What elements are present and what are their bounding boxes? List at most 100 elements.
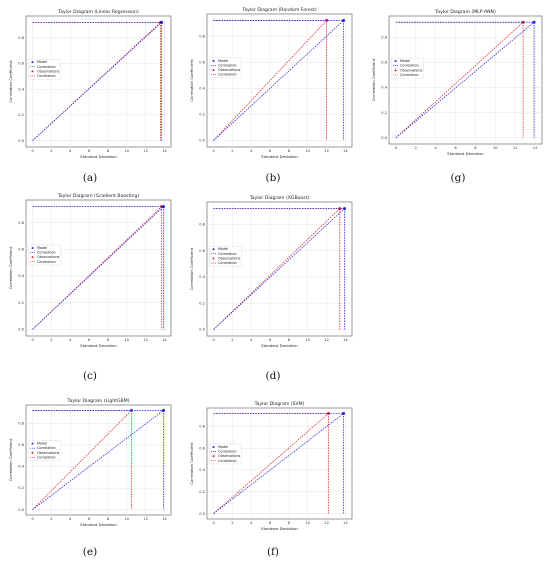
observations-correlation-line [213, 208, 341, 330]
legend-marker [212, 248, 215, 251]
legend-label: Correlation [218, 63, 237, 67]
chart-title: Taylor Diagram (LightGBM) [67, 398, 130, 404]
y-axis-label: Correlation Coefficient [8, 438, 13, 481]
legend-marker [394, 60, 397, 63]
x-tick-label: 4 [250, 149, 253, 153]
legend-label: Correlation [37, 260, 56, 264]
y-tick-label: 0.2 [199, 113, 205, 117]
plot-area [206, 13, 353, 148]
x-tick-label: 6 [454, 146, 457, 150]
x-tick-label: 10 [124, 149, 129, 153]
x-tick-label: 4 [250, 338, 253, 342]
x-tick-label: 6 [88, 338, 91, 342]
x-tick-label: 14 [162, 517, 167, 521]
x-tick-label: 2 [231, 338, 233, 342]
legend-box [28, 244, 61, 266]
y-tick-label: 0.4 [199, 275, 205, 279]
panel-f: 0 2 4 6 8 10 12 14 0.0 0.2 0.4 0.6 0.8 Taylor Diagram… [183, 396, 358, 539]
legend-marker [394, 69, 397, 72]
x-tick-label: 12 [324, 521, 329, 525]
panel-label-a: (a) [82, 172, 98, 184]
legend-label: Observations [37, 451, 60, 455]
legend-box [391, 57, 424, 79]
y-tick-label: 0.4 [199, 468, 205, 472]
y-tick-label: 0.4 [381, 86, 387, 90]
legend-marker [212, 455, 215, 458]
x-tick-label: 14 [533, 146, 538, 150]
x-tick-label: 4 [435, 146, 438, 150]
observations-correlation-line [395, 22, 524, 138]
plot-area [25, 15, 172, 148]
x-tick-label: 4 [69, 149, 72, 153]
legend-label: Observations [218, 454, 241, 458]
legend-label: Correlation [218, 261, 237, 265]
legend-label: Correlation [37, 65, 56, 69]
panel-d: 0 2 4 6 8 10 12 14 0.0 0.2 0.4 0.6 0.8 Taylor Diagram… [183, 190, 358, 356]
x-tick-label: 8 [107, 338, 110, 342]
model-correlation-line [32, 410, 164, 510]
x-tick-label: 12 [513, 146, 518, 150]
model-point [342, 19, 346, 23]
taylor-diagram-e: 0 2 4 6 8 10 12 14 0.0 0.2 0.4 0.6 0.8 Taylor Diagram… [8, 398, 172, 527]
model-point [161, 205, 165, 209]
y-tick-label: 0.0 [18, 139, 24, 143]
taylor-diagram-g: 0 2 4 6 8 10 12 14 0.0 0.2 0.4 0.6 0.8 Taylor Diagram… [371, 9, 543, 156]
x-tick-label: 14 [343, 149, 348, 153]
x-tick-label: 6 [88, 517, 91, 521]
x-tick-label: 2 [50, 517, 52, 521]
taylor-diagram-f: 0 2 4 6 8 10 12 14 0.0 0.2 0.4 0.6 0.8 Taylor Diagram… [189, 401, 353, 531]
x-tick-label: 8 [288, 521, 291, 525]
legend-label: Model [218, 247, 228, 251]
y-tick-label: 0.0 [18, 328, 24, 332]
legend-box [209, 443, 242, 465]
x-tick-label: 6 [269, 521, 272, 525]
x-tick-label: 12 [324, 338, 329, 342]
legend-label: Correlation [218, 450, 237, 454]
x-tick-label: 10 [305, 521, 310, 525]
x-tick-label: 10 [305, 149, 310, 153]
x-axis-label: Standard Deviation [447, 151, 484, 156]
x-tick-label: 8 [107, 517, 110, 521]
y-tick-label: 0.4 [199, 87, 205, 91]
y-tick-label: 0.8 [199, 34, 205, 38]
y-tick-label: 0.8 [199, 425, 205, 429]
legend-label: Correlation [400, 73, 419, 77]
legend-label: Observations [218, 68, 241, 72]
y-axis-label: Correlation Coefficient [371, 58, 376, 101]
y-tick-label: 0.0 [199, 328, 205, 332]
panel-c: 0 2 4 6 8 10 12 14 0.0 0.2 0.4 0.6 0.8 Taylor Diagram… [2, 188, 177, 356]
legend-label: Correlation [218, 459, 237, 463]
y-tick-label: 0.6 [18, 62, 24, 66]
legend-label: Observations [37, 255, 60, 259]
y-tick-label: 0.2 [381, 111, 387, 115]
legend-label: Model [218, 445, 228, 449]
x-tick-label: 12 [324, 149, 329, 153]
x-tick-label: 14 [343, 521, 348, 525]
y-tick-label: 0.2 [18, 113, 24, 117]
y-axis-label: Correlation Coefficient [189, 442, 194, 485]
chart-title: Taylor Diagram (XGBoost) [249, 195, 310, 201]
x-tick-label: 0 [212, 338, 215, 342]
y-tick-label: 0.2 [18, 301, 24, 305]
y-tick-label: 0.8 [199, 223, 205, 227]
x-tick-label: 8 [474, 146, 477, 150]
legend-marker [31, 70, 34, 73]
chart-title: Taylor Diagram (Gradient Boosting) [57, 193, 140, 199]
x-tick-label: 2 [50, 338, 52, 342]
panel-b: 0 2 4 6 8 10 12 14 0.0 0.2 0.4 0.6 0.8 Taylor Diagram… [183, 2, 358, 167]
legend-marker [212, 257, 215, 260]
legend-label: Model [37, 60, 47, 64]
x-tick-label: 0 [31, 517, 34, 521]
x-tick-label: 2 [231, 521, 233, 525]
y-tick-label: 0.8 [18, 422, 24, 426]
y-tick-label: 0.4 [18, 465, 24, 469]
y-tick-label: 0.8 [381, 36, 387, 40]
x-axis-label: Standard Deviation [80, 154, 117, 159]
x-tick-label: 8 [107, 149, 110, 153]
y-tick-label: 0.8 [18, 36, 24, 40]
x-tick-label: 6 [269, 149, 272, 153]
legend-label: Observations [37, 69, 60, 73]
y-tick-label: 0.6 [381, 61, 387, 65]
legend-label: Correlation [37, 446, 56, 450]
legend-box [209, 57, 242, 79]
